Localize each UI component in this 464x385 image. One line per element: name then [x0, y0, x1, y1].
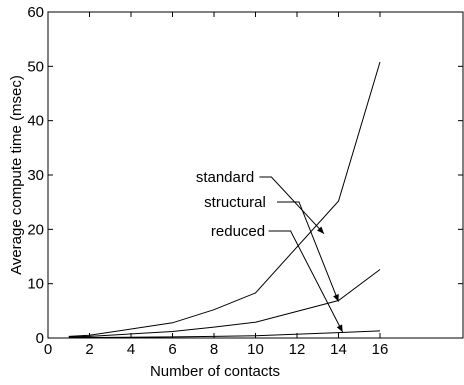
annotation-leader-structural: [277, 201, 339, 302]
plot-area: [47, 11, 464, 339]
y-tick-label: 10: [27, 276, 44, 293]
annotation-label-structural: structural: [204, 194, 266, 211]
annotation-arrowhead-structural: [333, 294, 339, 302]
x-tick-label: 12: [289, 341, 306, 358]
y-tick-label: 0: [36, 330, 44, 347]
x-axis-title: Number of contacts: [150, 363, 280, 380]
annotation-arrowhead-standard: [317, 226, 324, 234]
annotation-arrowhead-reduced: [336, 324, 343, 332]
series-line-structural: [68, 269, 381, 338]
x-tick-label: 4: [127, 341, 135, 358]
plot-frame: [47, 11, 464, 339]
axis-ticks: 0 2 4 6 8 10 12 14 16 0 10 20 30 40 50 60: [27, 4, 463, 358]
y-tick-label: 40: [27, 113, 44, 130]
x-tick-label: 14: [330, 341, 347, 358]
x-tick-label: 16: [372, 341, 389, 358]
x-tick-label: 8: [210, 341, 218, 358]
annotation-leader-reduced: [268, 230, 344, 333]
y-tick-label: 50: [27, 58, 44, 75]
x-tick-label: 0: [44, 341, 52, 358]
y-tick-label: 20: [27, 221, 44, 238]
x-tick-label: 10: [247, 341, 264, 358]
annotation-label-reduced: reduced: [211, 223, 265, 240]
y-tick-label: 60: [27, 4, 44, 21]
series-line-reduced: [68, 330, 381, 338]
annotations: standard structural reduced: [196, 169, 344, 333]
x-tick-label: 2: [85, 341, 93, 358]
x-tick-label: 6: [168, 341, 176, 358]
annotation-label-standard: standard: [196, 169, 254, 186]
y-axis-title: Average compute time (msec): [8, 75, 25, 275]
annotation-leader-standard: [259, 176, 325, 235]
y-tick-label: 30: [27, 167, 44, 184]
series-line-standard: [68, 61, 381, 337]
